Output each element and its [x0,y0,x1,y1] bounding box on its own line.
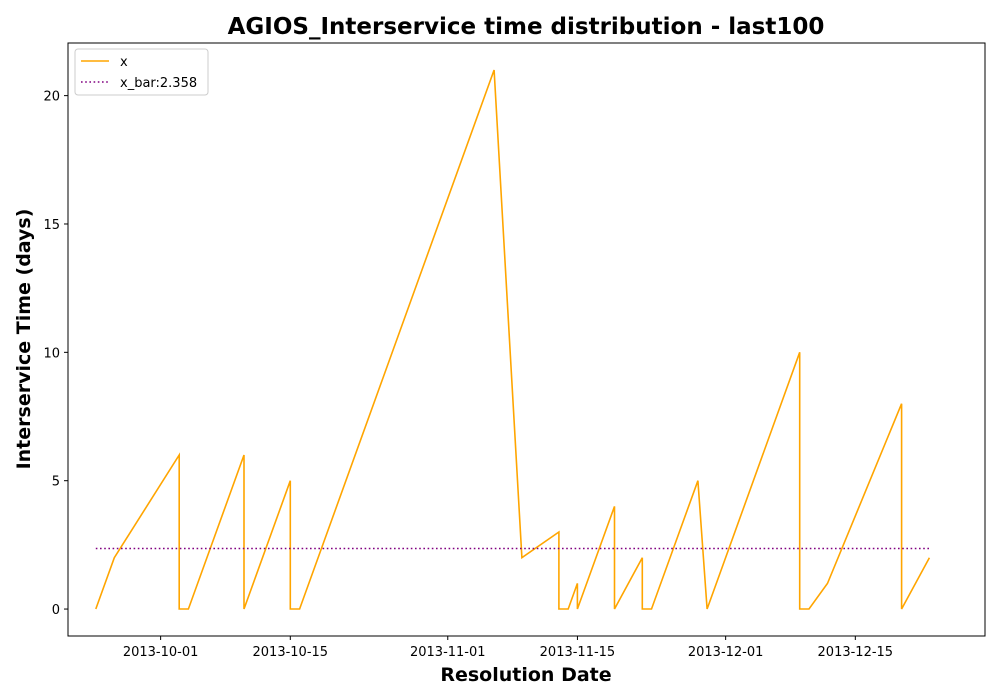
x-tick-label: 2013-11-01 [410,645,486,660]
series-layer [95,69,931,610]
y-tick-label: 15 [43,218,60,233]
y-axis-label: Interservice Time (days) [13,209,35,470]
series-line-0 [95,69,931,610]
y-tick-label: 5 [52,475,60,490]
y-tick-label: 0 [52,603,60,618]
y-axis: 0 5 10 15 20 [43,90,68,618]
x-tick-label: 2013-10-15 [253,645,329,660]
x-tick-label: 2013-12-01 [688,645,764,660]
legend-label: x [120,55,128,70]
legend: x x_bar:2.358 [74,48,209,96]
y-tick-label: 20 [43,90,60,105]
chart-title: AGIOS_Interservice time distribution - l… [228,14,825,40]
plot-frame [67,42,986,637]
x-tick-label: 2013-12-15 [818,645,894,660]
y-tick-label: 10 [43,346,60,361]
x-axis-label: Resolution Date [440,664,611,686]
x-tick-label: 2013-10-01 [123,645,199,660]
x-tick-label: 2013-11-15 [540,645,616,660]
x-axis: 2013-10-01 2013-10-15 2013-11-01 2013-11-15… [123,636,893,660]
legend-label: x_bar:2.358 [120,76,197,91]
